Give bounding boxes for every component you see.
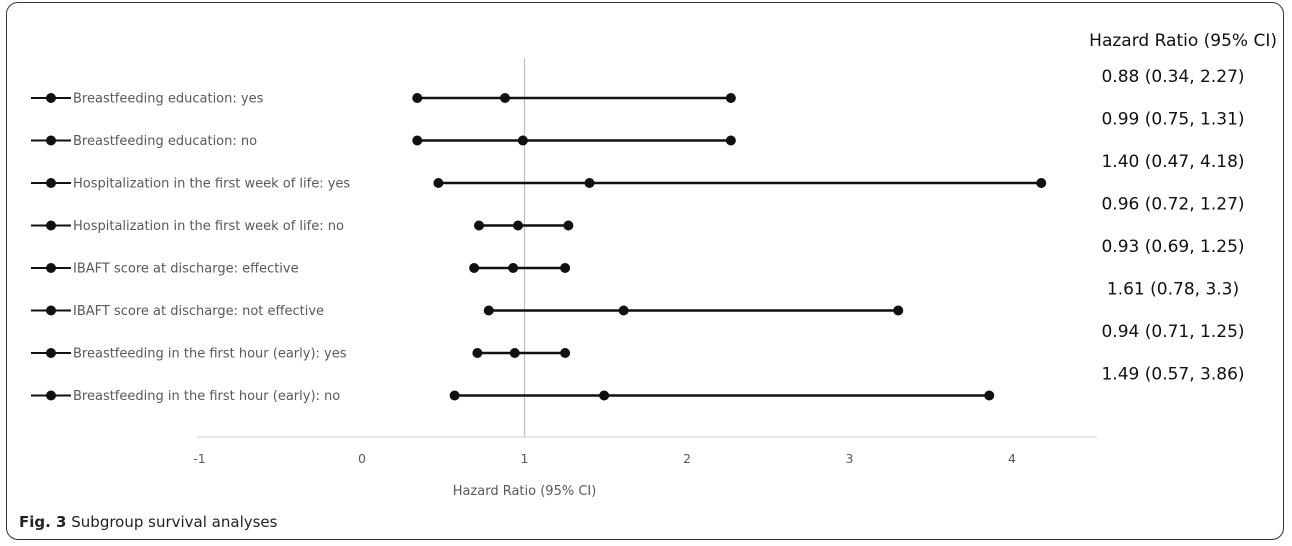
hr-point xyxy=(500,93,510,103)
ci-upper-point xyxy=(725,135,736,146)
row-label: IBAFT score at discharge: effective xyxy=(73,262,299,277)
hr-value-text: 0.99 (0.75, 1.31) xyxy=(1101,110,1244,130)
x-tick-label: 2 xyxy=(683,451,691,466)
caption-text: Subgroup survival analyses xyxy=(71,513,278,531)
x-tick-label: 4 xyxy=(1008,451,1016,466)
hr-point xyxy=(599,390,610,401)
row-label: Breastfeeding education: yes xyxy=(73,92,264,107)
x-tick-label: 3 xyxy=(846,451,854,466)
ci-lower-point xyxy=(412,135,423,146)
ci-lower-point xyxy=(449,390,460,401)
x-axis-title: Hazard Ratio (95% CI) xyxy=(453,484,597,499)
hr-point xyxy=(513,220,523,231)
ci-upper-point xyxy=(563,220,574,231)
ci-upper-point xyxy=(1036,178,1047,188)
hr-point xyxy=(509,348,520,358)
hr-point xyxy=(517,135,528,146)
row-legend-marker xyxy=(46,263,56,273)
ci-upper-point xyxy=(893,305,904,316)
row-legend-marker xyxy=(46,348,56,358)
ci-upper-point xyxy=(560,348,571,358)
figure-caption: Fig. 3 Subgroup survival analyses xyxy=(19,513,277,531)
hr-value-text: 0.96 (0.72, 1.27) xyxy=(1101,195,1244,215)
ci-lower-point xyxy=(483,305,494,316)
hr-value-text: 1.49 (0.57, 3.86) xyxy=(1101,365,1244,385)
ci-upper-point xyxy=(984,390,995,401)
hr-value-text: 1.40 (0.47, 4.18) xyxy=(1101,152,1244,172)
ci-lower-point xyxy=(472,348,483,358)
row-legend-marker xyxy=(46,390,56,401)
row-legend-marker xyxy=(46,220,56,231)
x-tick-label: -1 xyxy=(193,451,205,466)
forest-plot: -1 0 1 2 3 4 Hazard Ratio (95% CI) Hazard Ratio… xyxy=(31,31,1277,499)
x-tick-label: 0 xyxy=(358,451,366,466)
row-legend-marker xyxy=(46,135,56,146)
caption-prefix: Fig. 3 xyxy=(19,513,67,531)
hr-value-text: 0.93 (0.69, 1.25) xyxy=(1101,237,1244,257)
hr-column-header: Hazard Ratio (95% CI) xyxy=(1089,31,1277,51)
hr-value-text: 0.94 (0.71, 1.25) xyxy=(1101,322,1244,342)
ci-lower-point xyxy=(469,263,480,273)
row-label: Breastfeeding education: no xyxy=(73,134,257,149)
x-tick-label: 1 xyxy=(521,451,529,466)
row-label: Breastfeeding in the first hour (early):… xyxy=(73,389,340,404)
ci-upper-point xyxy=(560,263,571,273)
figure-frame: -1 0 1 2 3 4 Hazard Ratio (95% CI) Hazard Ratio… xyxy=(6,2,1284,540)
row-legend-marker xyxy=(46,93,56,103)
row-label: Breastfeeding in the first hour (early):… xyxy=(73,347,347,362)
ci-lower-point xyxy=(474,220,484,231)
row-legend-marker xyxy=(46,305,56,316)
hr-point xyxy=(508,263,519,273)
row-label: IBAFT score at discharge: not effective xyxy=(73,304,324,319)
hr-value-text: 0.88 (0.34, 2.27) xyxy=(1101,67,1244,87)
row-label: Hospitalization in the first week of lif… xyxy=(73,177,350,192)
ci-lower-point xyxy=(412,93,423,103)
ci-upper-point xyxy=(725,93,736,103)
row-label: Hospitalization in the first week of lif… xyxy=(73,219,344,234)
hr-point xyxy=(584,178,595,188)
ci-lower-point xyxy=(433,178,444,188)
hr-point xyxy=(618,305,629,316)
row-legend-marker xyxy=(46,178,56,188)
hr-value-text: 1.61 (0.78, 3.3) xyxy=(1107,280,1239,300)
